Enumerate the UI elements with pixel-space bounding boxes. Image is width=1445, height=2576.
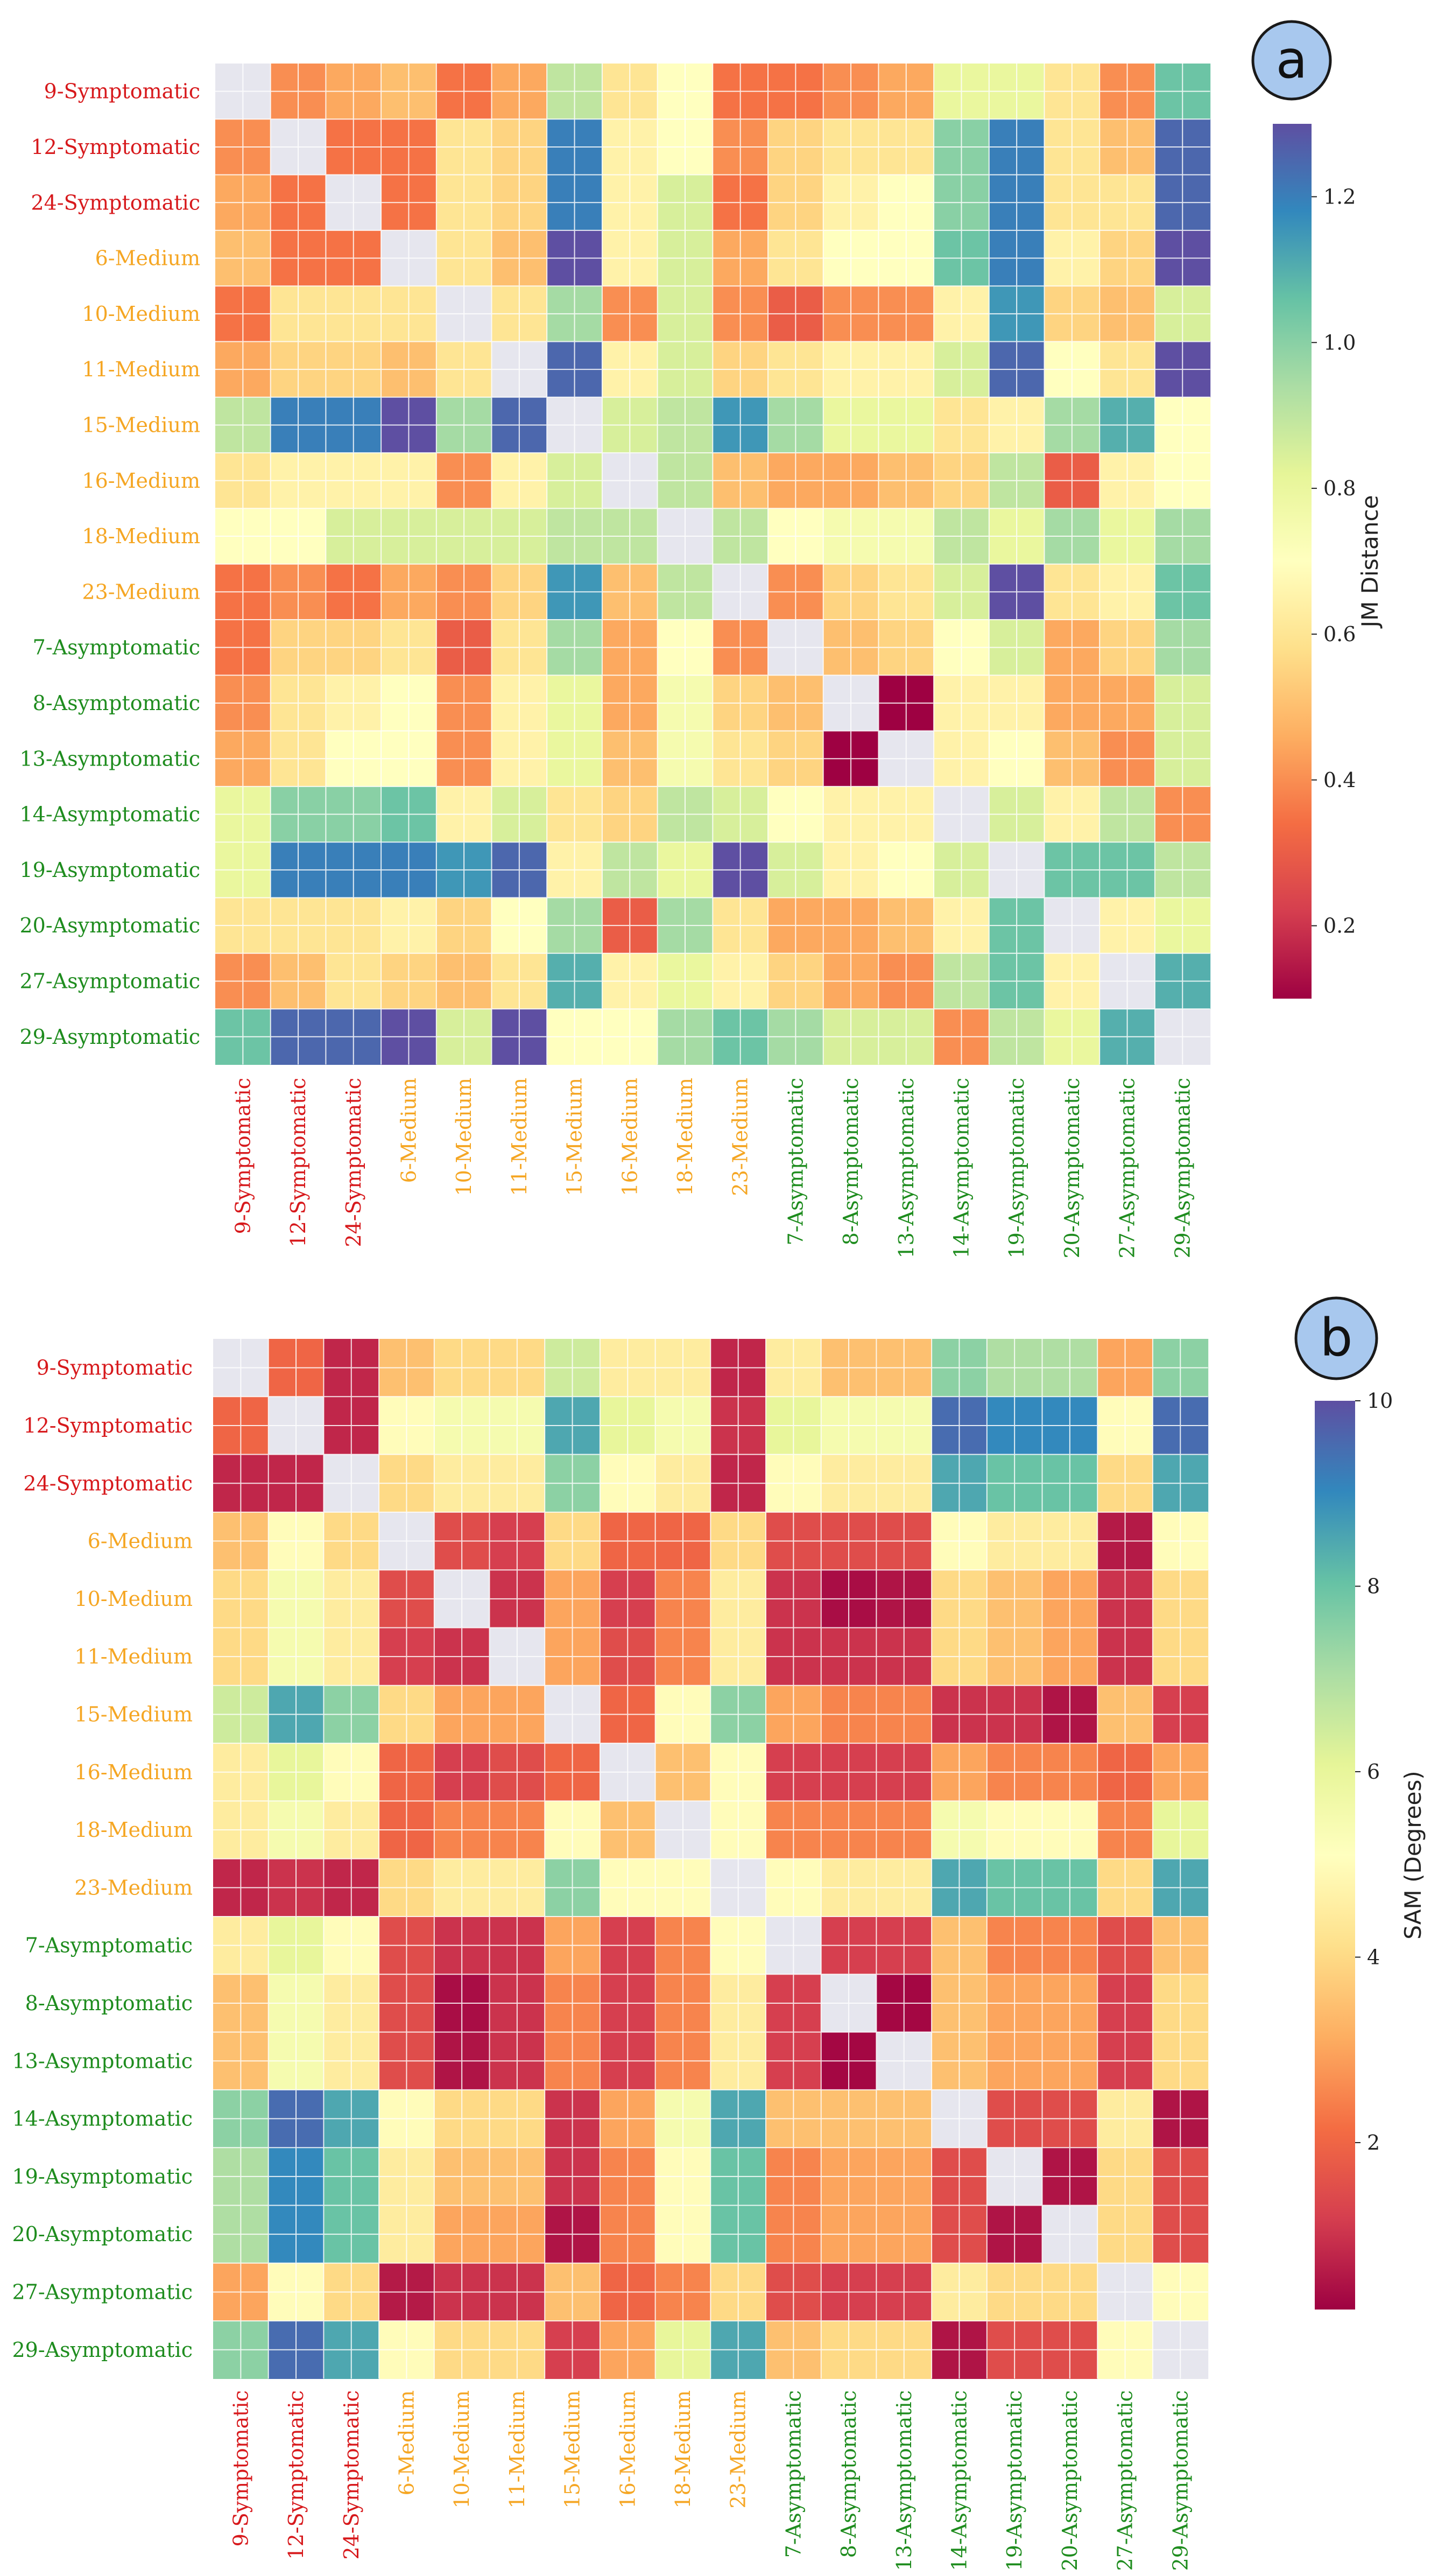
y-tick-label: 11-Medium — [74, 1645, 193, 1668]
colorbar-tick-label: 6 — [1367, 1760, 1380, 1784]
y-tick-label: 29-Asymptomatic — [12, 2338, 193, 2362]
x-tick-label: 9-Symptomatic — [231, 1078, 255, 1234]
y-tick-label: 12-Symptomatic — [31, 135, 200, 159]
colorbar — [1273, 124, 1312, 999]
x-tick-label: 6-Medium — [395, 2390, 419, 2495]
x-tick-label: 20-Asymptomatic — [1058, 2390, 1082, 2571]
y-tick-label: 8-Asymptomatic — [25, 1991, 193, 2015]
x-tick-label: 23-Medium — [729, 1078, 752, 1196]
colorbar-tick-label: 1.2 — [1323, 185, 1356, 208]
colorbar-tick-label: 10 — [1367, 1389, 1393, 1413]
x-tick-label: 11-Medium — [507, 1078, 531, 1196]
y-tick-label: 6-Medium — [95, 247, 200, 270]
y-tick-label: 27-Asymptomatic — [12, 2280, 193, 2304]
y-tick-label: 14-Asymptomatic — [19, 803, 200, 826]
x-tick-label: 7-Asymptomatic — [784, 1078, 807, 1245]
y-tick-label: 12-Symptomatic — [23, 1414, 193, 1437]
x-tick-label: 16-Medium — [618, 1078, 642, 1196]
x-tick-label: 13-Asymptomatic — [894, 1078, 918, 1259]
y-tick-label: 18-Medium — [74, 1818, 193, 1842]
y-tick-label: 13-Asymptomatic — [19, 747, 200, 770]
y-tick-label: 10-Medium — [74, 1587, 193, 1611]
x-tick-label: 12-Symptomatic — [284, 2390, 308, 2560]
y-tick-label: 24-Symptomatic — [31, 191, 200, 214]
y-tick-label: 8-Asymptomatic — [33, 691, 200, 715]
y-tick-label: 11-Medium — [82, 357, 200, 381]
x-tick-label: 19-Asymptomatic — [1005, 1078, 1028, 1259]
colorbar-tick-label: 4 — [1367, 1946, 1380, 1969]
panel-letter: b — [1320, 1308, 1353, 1368]
grid-lines — [215, 64, 1210, 1065]
x-tick-label: 15-Medium — [561, 2390, 584, 2509]
y-tick-label: 6-Medium — [88, 1529, 193, 1553]
y-tick-label: 19-Asymptomatic — [12, 2165, 193, 2188]
x-tick-label: 13-Asymptomatic — [892, 2390, 916, 2571]
x-tick-label: 11-Medium — [505, 2390, 529, 2509]
x-tick-label: 8-Asymptomatic — [837, 2390, 861, 2558]
x-tick-label: 19-Asymptomatic — [1003, 2390, 1026, 2571]
x-tick-label: 14-Asymptomatic — [948, 2390, 971, 2571]
panel-b-heatmap: 9-Symptomatic 12-Symptomatic 24-Symptomati… — [12, 1296, 1426, 2571]
y-tick-label: 15-Medium — [74, 1702, 193, 1726]
x-tick-label: 18-Medium — [673, 1078, 697, 1196]
colorbar — [1315, 1401, 1355, 2310]
colorbar-tick-label: 2 — [1367, 2131, 1380, 2154]
x-tick-label: 16-Medium — [616, 2390, 639, 2509]
colorbar-tick-label: 0.2 — [1323, 914, 1356, 938]
y-tick-label: 7-Asymptomatic — [25, 1934, 193, 1957]
x-tick-label: 27-Asymptomatic — [1113, 2390, 1137, 2571]
x-tick-label: 18-Medium — [671, 2390, 695, 2509]
y-tick-label: 20-Asymptomatic — [12, 2222, 193, 2246]
colorbar-tick-label: 0.4 — [1323, 768, 1356, 792]
colorbar-tick-label: 0.6 — [1323, 622, 1356, 646]
y-tick-label: 24-Symptomatic — [23, 1471, 193, 1495]
x-tick-label: 12-Symptomatic — [286, 1078, 310, 1247]
colorbar-tick-label: 1.0 — [1323, 331, 1356, 354]
x-tick-label: 29-Asymptomatic — [1171, 1078, 1194, 1259]
colorbar-tick-label: 0.8 — [1323, 476, 1356, 500]
x-tick-label: 20-Asymptomatic — [1060, 1078, 1084, 1259]
x-tick-label: 23-Medium — [727, 2390, 750, 2509]
y-tick-label: 29-Asymptomatic — [19, 1025, 200, 1049]
x-tick-label: 6-Medium — [397, 1078, 421, 1183]
y-tick-label: 23-Medium — [74, 1876, 193, 1899]
y-tick-label: 7-Asymptomatic — [33, 636, 200, 659]
y-tick-label: 19-Asymptomatic — [19, 858, 200, 882]
panel-badge — [1251, 20, 1332, 101]
y-tick-label: 16-Medium — [82, 469, 200, 493]
y-tick-label: 18-Medium — [82, 524, 200, 548]
colorbar-tick-label: 8 — [1367, 1575, 1380, 1598]
y-tick-label: 9-Symptomatic — [37, 1356, 193, 1380]
y-tick-label: 20-Asymptomatic — [19, 914, 200, 937]
panel-letter: a — [1276, 30, 1308, 90]
x-tick-label: 8-Asymptomatic — [839, 1078, 863, 1245]
y-tick-label: 27-Asymptomatic — [19, 970, 200, 993]
x-tick-label: 14-Asymptomatic — [950, 1078, 974, 1259]
x-tick-label: 29-Asymptomatic — [1168, 2390, 1192, 2571]
y-tick-label: 13-Asymptomatic — [12, 2049, 193, 2073]
colorbar-title: JM Distance — [1357, 495, 1383, 629]
x-tick-label: 15-Medium — [563, 1078, 587, 1196]
x-tick-label: 24-Symptomatic — [340, 2390, 363, 2560]
x-tick-label: 10-Medium — [452, 1078, 476, 1196]
panel-a-heatmap: 9-Symptomatic 12-Symptomatic 24-Symptomati… — [19, 20, 1383, 1259]
y-tick-label: 14-Asymptomatic — [12, 2107, 193, 2131]
x-tick-label: 24-Symptomatic — [342, 1078, 365, 1247]
y-tick-label: 9-Symptomatic — [44, 80, 200, 103]
y-tick-label: 16-Medium — [74, 1760, 193, 1784]
y-tick-label: 10-Medium — [82, 302, 200, 326]
x-tick-label: 9-Symptomatic — [229, 2390, 252, 2546]
x-tick-label: 27-Asymptomatic — [1116, 1078, 1139, 1259]
y-tick-label: 23-Medium — [82, 580, 200, 603]
grid-lines — [213, 1339, 1208, 2379]
x-tick-label: 10-Medium — [450, 2390, 474, 2509]
colorbar-title: SAM (Degrees) — [1400, 1771, 1426, 1939]
panel-badge — [1294, 1296, 1378, 1380]
y-tick-label: 15-Medium — [82, 413, 200, 437]
x-tick-label: 7-Asymptomatic — [781, 2390, 805, 2558]
